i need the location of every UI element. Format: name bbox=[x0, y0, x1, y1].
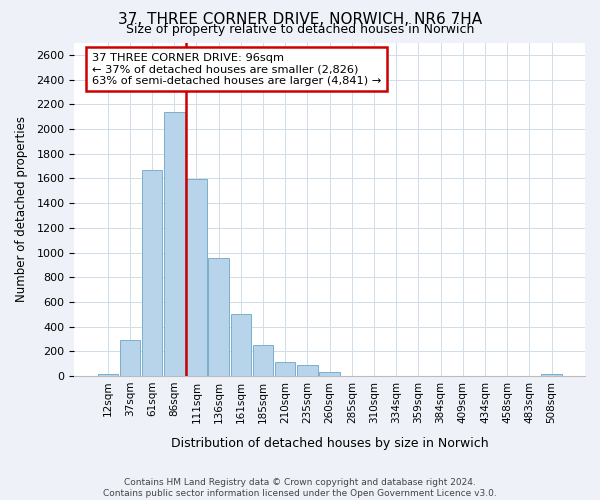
Bar bbox=[297, 365, 317, 376]
Text: 37 THREE CORNER DRIVE: 96sqm
← 37% of detached houses are smaller (2,826)
63% of: 37 THREE CORNER DRIVE: 96sqm ← 37% of de… bbox=[92, 52, 382, 86]
Bar bbox=[98, 374, 118, 376]
Bar bbox=[164, 112, 185, 376]
Bar bbox=[541, 374, 562, 376]
Text: Contains HM Land Registry data © Crown copyright and database right 2024.
Contai: Contains HM Land Registry data © Crown c… bbox=[103, 478, 497, 498]
Bar bbox=[120, 340, 140, 376]
Bar bbox=[319, 372, 340, 376]
X-axis label: Distribution of detached houses by size in Norwich: Distribution of detached houses by size … bbox=[171, 437, 488, 450]
Y-axis label: Number of detached properties: Number of detached properties bbox=[15, 116, 28, 302]
Bar bbox=[142, 170, 163, 376]
Text: 37, THREE CORNER DRIVE, NORWICH, NR6 7HA: 37, THREE CORNER DRIVE, NORWICH, NR6 7HA bbox=[118, 12, 482, 28]
Bar bbox=[186, 179, 207, 376]
Bar bbox=[208, 258, 229, 376]
Bar bbox=[230, 314, 251, 376]
Text: Size of property relative to detached houses in Norwich: Size of property relative to detached ho… bbox=[126, 22, 474, 36]
Bar bbox=[275, 362, 295, 376]
Bar bbox=[253, 345, 273, 376]
